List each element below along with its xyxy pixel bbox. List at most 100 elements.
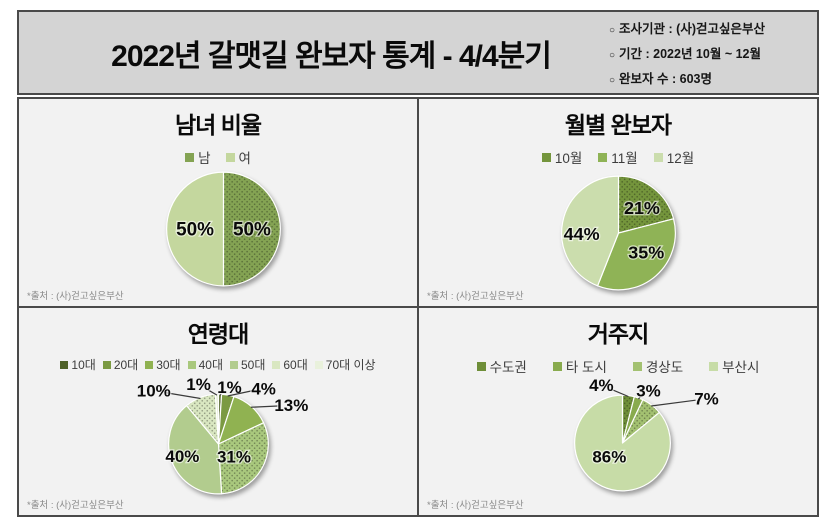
chart-legend-month: 10월 11월 12월 — [419, 147, 817, 167]
legend-label: 남 — [198, 151, 211, 166]
legend-item: 40대 — [187, 356, 223, 373]
legend-label: 11월 — [611, 151, 638, 166]
legend-swatch-icon — [60, 360, 69, 369]
legend-swatch-icon — [225, 152, 235, 162]
legend-label: 40대 — [198, 358, 223, 372]
info-row-count: ○ 완보자 수 : 603명 — [609, 68, 805, 87]
legend-swatch-icon — [185, 152, 195, 162]
legend-swatch-icon — [187, 360, 196, 369]
legend-item: 10월 — [541, 147, 583, 167]
page-title: 2022년 갈맷길 완보자 통계 - 4/4분기 — [111, 39, 552, 73]
pie-slice — [617, 175, 675, 234]
legend-label: 50대 — [240, 358, 266, 372]
label-leader-line — [651, 399, 696, 407]
chart-title-month: 월별 완보자 — [564, 112, 672, 138]
info-row-period: ○ 기간 : 2022년 10월 ~ 12월 — [609, 43, 805, 62]
legend-item: 타 도시 — [552, 356, 607, 376]
legend-swatch-icon — [541, 152, 551, 162]
legend-item: 60대 — [272, 356, 308, 373]
pie-slice — [166, 171, 225, 287]
label-leader-line — [227, 390, 253, 397]
legend-label: 10월 — [554, 151, 583, 166]
legend-swatch-icon — [229, 360, 238, 369]
header-info-box: ○ 조사기관 : (사)걷고싶은부산 ○ 기간 : 2022년 10월 ~ 12… — [609, 18, 817, 87]
pie-slice — [222, 171, 281, 287]
panel-residence: 거주지 수도권 타 도시 경상도 부산시 4% 3% 7% 86% *출처 : (사)걷고싶… — [419, 308, 817, 515]
chart-legend-residence: 수도권 타 도시 경상도 부산시 — [419, 356, 817, 376]
chart-legend-age: 10대 20대 30대 40대 50대 60대 70대 이상 — [19, 356, 417, 373]
pie-slice — [574, 394, 671, 492]
label-leader-line — [250, 405, 281, 408]
pie-chart-month: 21% 35% 44% — [561, 175, 676, 291]
chart-title-age: 연령대 — [187, 321, 249, 347]
pie-slice-label: 50% — [176, 220, 214, 241]
legend-label: 60대 — [283, 358, 308, 372]
legend-label: 수도권 — [489, 360, 527, 375]
legend-swatch-icon — [102, 360, 111, 369]
legend-swatch-icon — [653, 152, 663, 162]
legend-item: 경상도 — [632, 356, 684, 376]
pie-slice-label: 4% — [589, 376, 613, 395]
source-note: *출처 : (사)걷고싶은부산 — [427, 500, 524, 511]
info-row-agency: ○ 조사기관 : (사)걷고싶은부산 — [609, 18, 805, 37]
legend-item: 30대 — [145, 356, 181, 373]
label-leader-line — [637, 396, 641, 400]
chart-title-gender: 남녀 비율 — [174, 112, 262, 138]
pie-slice-label: 1% — [186, 375, 210, 394]
pie-slice-label: 31% — [217, 448, 251, 467]
legend-item: 70대 이상 — [314, 356, 376, 373]
pie-slice — [561, 175, 620, 287]
legend-item: 부산시 — [709, 356, 759, 376]
legend-swatch-icon — [272, 360, 281, 369]
pie-slice-label: 1% — [217, 378, 241, 397]
legend-label: 70대 이상 — [325, 358, 376, 372]
pie-slice-label: 3% — [636, 381, 660, 400]
legend-label: 10대 — [71, 358, 96, 372]
legend-item: 여 — [225, 147, 251, 167]
pie-chart-residence: 4% 3% 7% 86% — [574, 375, 720, 492]
legend-label: 12월 — [666, 151, 695, 166]
legend-item: 남 — [185, 147, 211, 167]
source-note: *출처 : (사)걷고싶은부산 — [427, 291, 524, 302]
pie-slice-label: 35% — [628, 243, 664, 263]
panel-monthly-finishers: 월별 완보자 10월 11월 12월 21% 35% 44% *출처 : (사)걷고싶은… — [419, 99, 817, 306]
legend-swatch-icon — [145, 360, 154, 369]
legend-swatch-icon — [632, 361, 642, 371]
legend-swatch-icon — [709, 361, 719, 371]
info-count-text: 완보자 수 : 603명 — [619, 72, 712, 86]
pie-slice-label: 44% — [564, 224, 600, 244]
legend-label: 경상도 — [645, 360, 684, 375]
chart-title-residence: 거주지 — [587, 321, 649, 347]
pie-slice-label: 4% — [251, 379, 275, 398]
label-leader-line — [219, 393, 222, 396]
legend-item: 20대 — [102, 356, 138, 373]
source-note: *출처 : (사)걷고싶은부산 — [27, 500, 124, 511]
pie-slice-label: 13% — [274, 396, 308, 415]
pie-slice-label: 7% — [694, 390, 718, 409]
legend-label: 여 — [238, 151, 251, 166]
pie-slice — [217, 422, 269, 495]
label-leader-line — [207, 389, 218, 396]
legend-label: 부산시 — [722, 360, 760, 375]
pie-slice-label: 21% — [624, 198, 660, 218]
header: 2022년 갈맷길 완보자 통계 - 4/4분기 ○ 조사기관 : (사)걷고싶… — [17, 10, 819, 95]
panel-age-groups: 연령대 10대 20대 30대 40대 50대 60대 70대 이상 1% 4% 13% 31% 4… — [19, 308, 417, 515]
info-agency-text: 조사기관 : (사)걷고싶은부산 — [619, 22, 765, 36]
pie-slice-label: 86% — [592, 448, 626, 467]
legend-label: 30대 — [156, 358, 181, 372]
pie-slice-label: 40% — [165, 447, 199, 466]
label-leader-line — [164, 391, 201, 400]
legend-item: 12월 — [653, 147, 695, 167]
circle-bullet-icon: ○ — [609, 50, 616, 61]
legend-swatch-icon — [314, 360, 323, 369]
pie-slice — [168, 404, 223, 495]
legend-swatch-icon — [476, 361, 486, 371]
info-period-text: 기간 : 2022년 10월 ~ 12월 — [619, 47, 761, 61]
legend-swatch-icon — [598, 152, 608, 162]
pie-slice-label: 10% — [137, 382, 171, 401]
legend-label: 타 도시 — [565, 360, 607, 375]
